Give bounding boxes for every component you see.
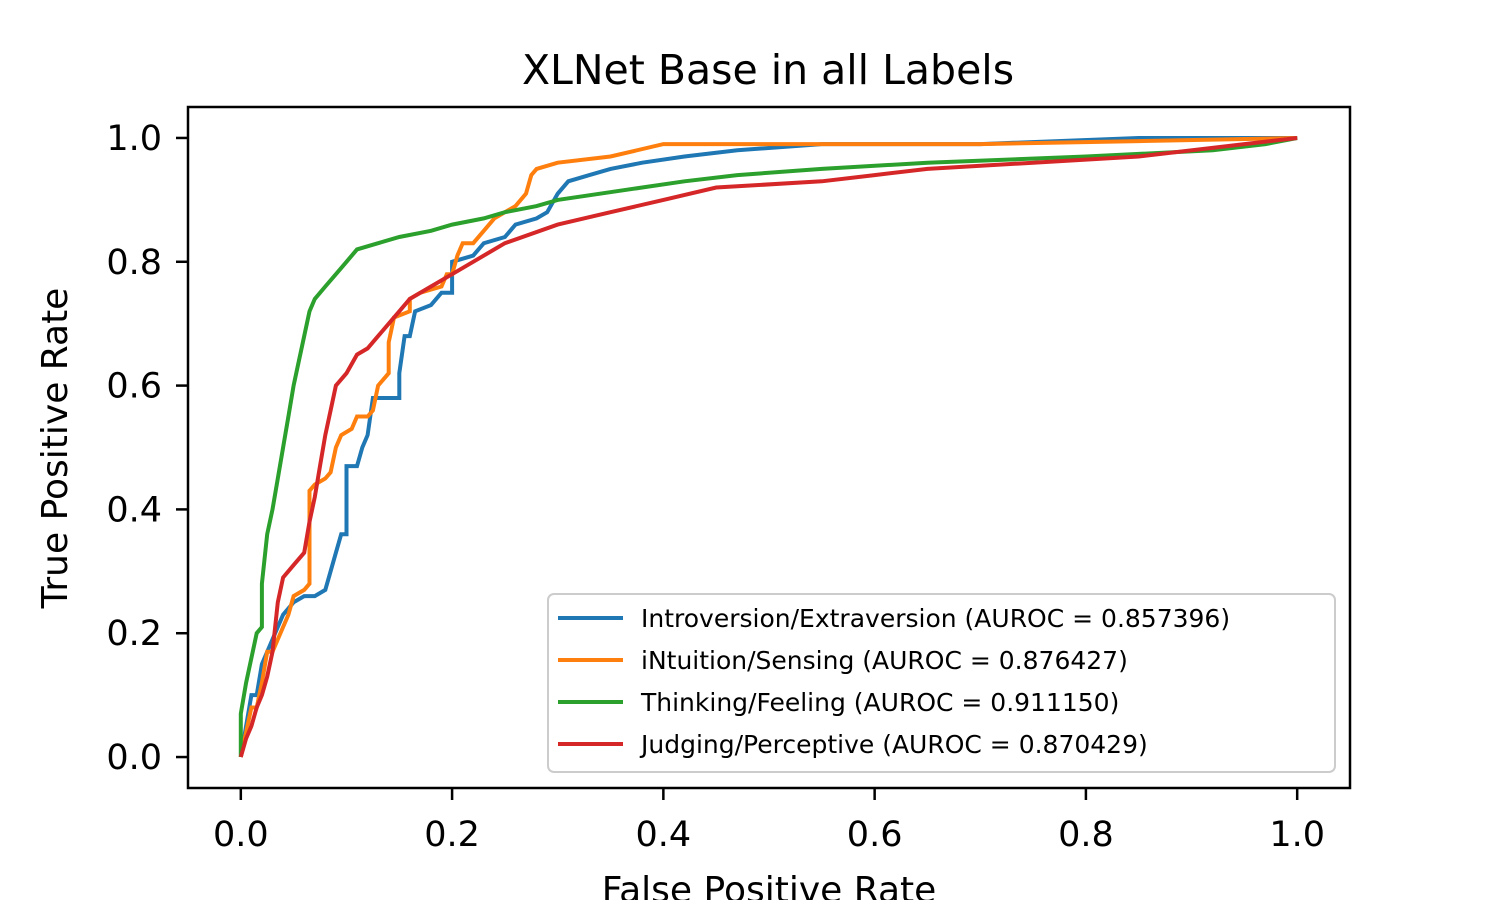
legend-label-3: Thinking/Feeling (AUROC = 0.911150) — [640, 688, 1119, 717]
y-tick-label: 1.0 — [106, 119, 162, 159]
legend-box — [547, 593, 1336, 773]
y-axis-ticks: 0.0 0.2 0.4 0.6 0.8 1.0 — [106, 119, 188, 778]
chart-title: XLNet Base in all Labels — [522, 46, 1014, 94]
series-line-4 — [238, 136, 1298, 758]
x-tick-label: 0.2 — [424, 815, 480, 855]
legend-label-1: Introversion/Extraversion (AUROC = 0.857… — [641, 604, 1230, 633]
x-tick-label: 0.4 — [636, 815, 692, 855]
y-tick-label: 0.0 — [106, 738, 162, 778]
x-axis-ticks: 0.0 0.2 0.4 0.6 0.8 1.0 — [213, 788, 1325, 855]
series-line-3 — [238, 136, 1298, 757]
series-line-2 — [238, 136, 1298, 758]
x-tick-label: 0.8 — [1058, 815, 1114, 855]
series-layer — [238, 136, 1298, 758]
x-tick-label: 0.6 — [847, 815, 903, 855]
y-tick-label: 0.4 — [106, 490, 162, 530]
y-tick-label: 0.6 — [106, 367, 162, 407]
legend: Introversion/Extraversion (AUROC = 0.857… — [547, 593, 1336, 773]
x-tick-label: 0.0 — [213, 815, 269, 855]
y-axis-label: True Positive Rate — [35, 288, 76, 610]
legend-label-2: iNtuition/Sensing (AUROC = 0.876427) — [641, 646, 1128, 675]
series-line-1 — [238, 136, 1298, 758]
legend-label-4: Judging/Perceptive (AUROC = 0.870429) — [639, 730, 1148, 759]
x-axis-label: False Positive Rate — [602, 870, 937, 900]
y-tick-label: 0.2 — [106, 614, 162, 654]
plot-frame — [186, 105, 1352, 790]
y-tick-label: 0.8 — [106, 243, 162, 283]
x-tick-label: 1.0 — [1269, 815, 1325, 855]
